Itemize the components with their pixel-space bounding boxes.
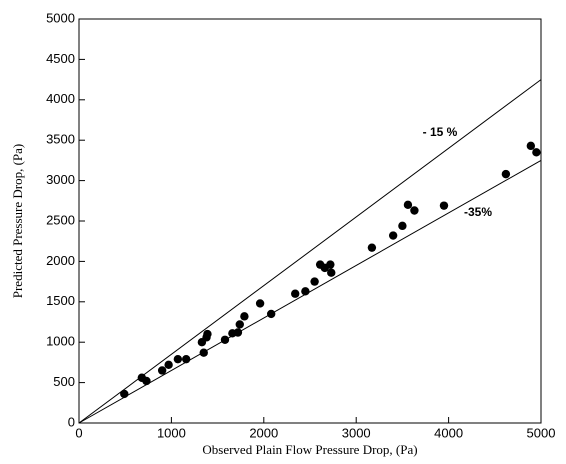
y-tick-label: 4500 (46, 51, 75, 66)
data-point (181, 354, 191, 364)
data-point (142, 376, 151, 386)
data-point (173, 354, 183, 364)
y-tick-label: 0 (68, 414, 75, 429)
x-tick-label: 0 (75, 425, 82, 440)
data-point (301, 287, 310, 296)
plot-frame (78, 18, 542, 424)
data-point (291, 289, 300, 298)
y-tick-label: 1000 (46, 334, 75, 349)
x-tick-label: 5000 (527, 425, 556, 440)
data-point (439, 201, 449, 210)
y-tick-label: 5000 (46, 10, 75, 25)
y-tick-label: 2500 (46, 212, 75, 227)
data-point (157, 366, 167, 375)
data-point (233, 328, 243, 337)
x-tick-label: 2000 (249, 425, 278, 440)
data-point (255, 299, 265, 308)
data-point (410, 206, 419, 215)
y-tick-label: 2000 (46, 253, 75, 268)
data-point (199, 348, 208, 357)
y-tick-label: 500 (53, 374, 75, 389)
data-point (240, 312, 249, 321)
reference-line (78, 159, 542, 424)
y-axis-label: Predicted Pressure Drop, (Pa) (10, 144, 25, 299)
data-point (203, 329, 212, 339)
x-axis-label: Observed Plain Flow Pressure Drop, (Pa) (202, 442, 417, 457)
x-tick-label: 4000 (434, 425, 463, 440)
line-annotation: -35% (464, 205, 492, 219)
y-tick-label: 4000 (46, 91, 75, 106)
data-point (266, 309, 276, 319)
data-point (235, 320, 244, 329)
data-point (367, 243, 377, 252)
x-tick-label: 3000 (342, 425, 371, 440)
line-annotation: - 15 % (423, 125, 458, 139)
y-tick-label: 1500 (46, 293, 75, 308)
data-point (403, 200, 413, 210)
data-point (310, 277, 319, 286)
data-point (120, 389, 129, 399)
data-point (327, 268, 336, 277)
data-point (526, 141, 536, 151)
data-point (532, 148, 541, 157)
data-point (398, 221, 407, 231)
y-tick-label: 3000 (46, 172, 75, 187)
data-point (220, 335, 230, 344)
reference-line (78, 79, 542, 424)
data-point (164, 360, 173, 370)
data-point (501, 169, 511, 179)
data-point (388, 231, 398, 240)
data-point (326, 260, 335, 269)
x-tick-label: 1000 (157, 425, 186, 440)
y-tick-label: 3500 (46, 132, 75, 147)
